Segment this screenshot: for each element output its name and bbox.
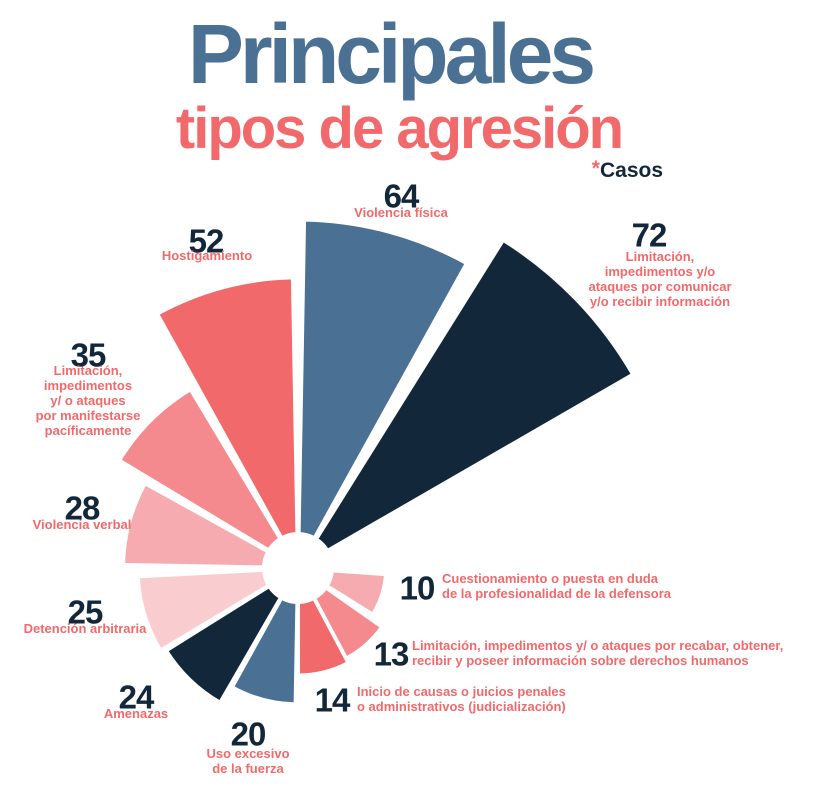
slice-label-line: Cuestionamiento o puesta en duda — [442, 571, 658, 586]
slice-label-line: Uso excesivo — [206, 746, 290, 761]
slice-label-cuestionamiento-profesionalidad: Cuestionamiento o puesta en duda de la pr… — [442, 571, 671, 601]
slice-label-limitacion-comunicar-recibir-informacion: Limitación, impedimentos y/o ataques por c… — [588, 249, 731, 309]
slice-label-limitacion-recabar-informacion-ddhh: Limitación, impedimentos y/ o ataques po… — [412, 638, 783, 668]
slice-value-limitacion-manifestarse: 35 — [70, 336, 107, 374]
cases-note: *Casos — [591, 157, 663, 183]
slice-value-hostigamiento: 52 — [188, 222, 225, 260]
wedge-amenazas — [163, 583, 284, 706]
wedge-limitacion-comunicar-recibir-informacion — [313, 237, 636, 554]
slice-value-violencia-fisica: 64 — [383, 177, 420, 215]
slice-value-judicializacion: 14 — [314, 681, 351, 719]
slice-value-uso-excesivo-fuerza: 20 — [230, 715, 267, 753]
wedge-hostigamiento — [154, 275, 300, 542]
page-title: Principales — [187, 7, 596, 101]
slice-label-line: Violencia verbal — [32, 517, 132, 532]
slice-label-line: por manifestarse — [35, 408, 141, 423]
slice-label-line: Amenazas — [103, 706, 169, 721]
slice-label-line: impedimentos y/o — [604, 264, 716, 279]
slice-label-line: Limitación, — [53, 363, 123, 378]
wedge-violencia-fisica — [296, 217, 470, 542]
slice-value-detencion-arbitraria: 25 — [67, 593, 104, 631]
slice-label-line: impedimentos — [43, 378, 133, 393]
page-subtitle: tipos de agresión — [175, 96, 624, 161]
slice-label-limitacion-manifestarse: Limitación, impedimentos y/ o ataques por m… — [36, 363, 141, 438]
slice-label-judicializacion: Inicio de causas o juicios penales o admi… — [357, 684, 566, 714]
slice-label-line: recibir y poseer información sobre derec… — [412, 653, 749, 668]
slice-label-violencia-verbal: Violencia verbal — [33, 517, 132, 532]
slice-label-amenazas: Amenazas — [104, 706, 168, 721]
slice-value-limitacion-recabar-informacion-ddhh: 13 — [373, 635, 410, 673]
wedge-detencion-arbitraria — [135, 567, 272, 654]
slice-label-line: o administrativos (judicialización) — [357, 699, 566, 714]
slice-label-violencia-fisica: Violencia física — [354, 205, 448, 220]
slice-label-line: Violencia física — [354, 205, 448, 220]
slice-label-line: y/ o ataques — [50, 393, 126, 408]
slice-label-line: Hostigamiento — [161, 248, 253, 263]
slice-label-hostigamiento: Hostigamiento — [162, 248, 252, 263]
wedge-limitacion-manifestarse — [116, 386, 284, 554]
asterisk-mark: * — [591, 157, 600, 180]
slice-label-line: Detención arbitraria — [23, 621, 147, 636]
slice-label-line: de la fuerza — [212, 761, 284, 776]
slice-label-line: de la profesionalidad de la defensora — [442, 586, 672, 601]
slice-value-limitacion-comunicar-recibir-informacion: 72 — [631, 216, 668, 254]
slice-label-line: Limitación, impedimentos y/ o ataques po… — [412, 638, 784, 653]
slice-label-detencion-arbitraria: Detención arbitraria — [24, 621, 147, 636]
slice-value-cuestionamiento-profesionalidad: 10 — [399, 569, 436, 607]
wedge-cuestionamiento-profesionalidad — [324, 568, 389, 618]
wedge-violencia-verbal — [121, 480, 272, 570]
slice-label-line: pacíficamente — [44, 423, 132, 438]
slice-label-line: Inicio de causas o juicios penales — [357, 684, 566, 699]
slice-label-line: y/o recibir información — [589, 294, 731, 309]
slice-label-line: ataques por comunicar — [588, 279, 732, 294]
slice-label-line: Limitación, — [625, 249, 695, 264]
slice-value-amenazas: 24 — [118, 678, 155, 716]
slice-label-uso-excesivo-fuerza: Uso excesivo de la fuerza — [206, 746, 289, 776]
cases-note-text: Casos — [599, 159, 663, 182]
wedge-judicializacion — [296, 595, 352, 678]
wedge-uso-excesivo-fuerza — [229, 594, 300, 707]
slice-value-violencia-verbal: 28 — [64, 489, 101, 527]
